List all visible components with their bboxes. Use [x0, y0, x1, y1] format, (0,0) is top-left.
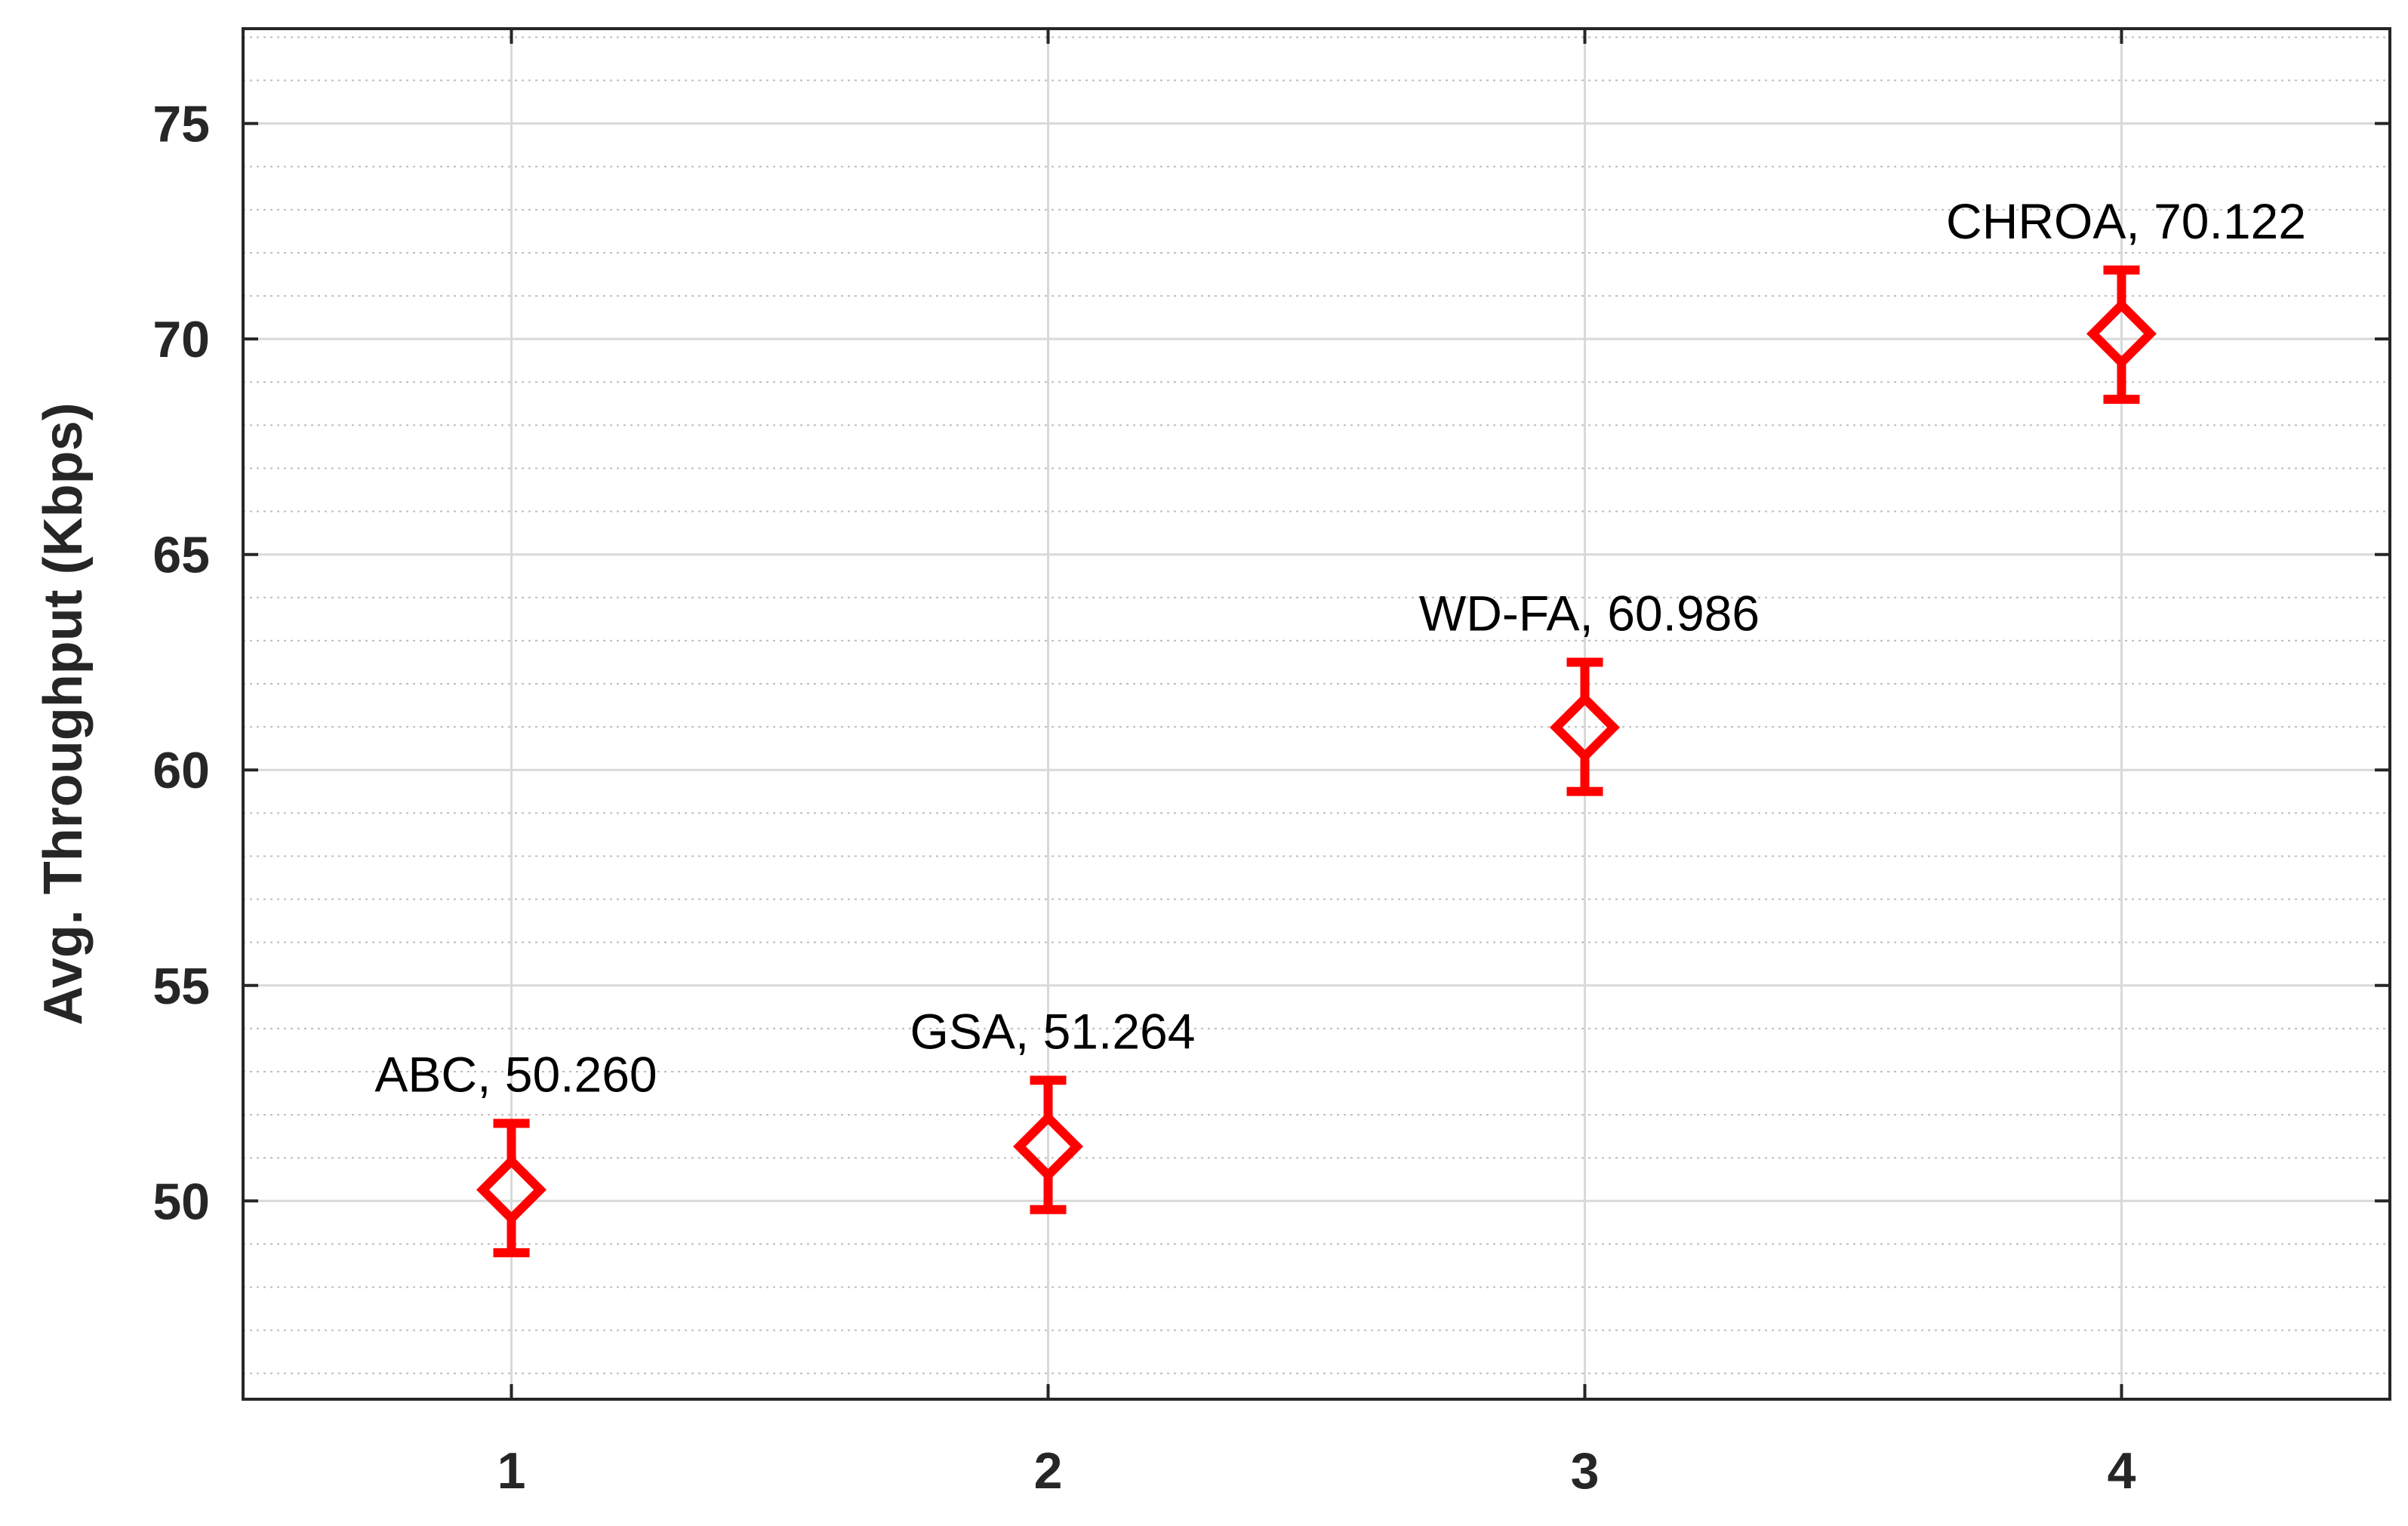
y-tick-label: 60 — [152, 742, 210, 799]
x-tick-label: 4 — [2108, 1442, 2136, 1500]
y-tick-label: 55 — [152, 958, 210, 1015]
y-tick-label: 65 — [152, 527, 210, 584]
y-tick-label: 50 — [152, 1173, 210, 1230]
x-tick-label: 3 — [1571, 1442, 1600, 1500]
x-ticks: 1 2 3 4 — [497, 29, 2136, 1500]
plot-background — [243, 29, 2390, 1399]
y-tick-label: 75 — [152, 96, 210, 153]
minor-grid — [243, 36, 2390, 1374]
diamond-marker — [1550, 692, 1620, 763]
x-tick-label: 1 — [497, 1442, 526, 1500]
y-ticks: 50 55 60 65 70 75 — [152, 96, 2390, 1230]
markers — [476, 298, 2157, 1225]
diamond-marker — [476, 1154, 547, 1225]
major-grid — [243, 29, 2390, 1399]
y-axis-title: Avg. Throughput (Kbps) — [33, 402, 94, 1025]
plot-frame — [242, 27, 2391, 1401]
diamond-marker — [2086, 298, 2157, 369]
data-label: GSA, 51.264 — [910, 1003, 1196, 1059]
data-labels: ABC, 50.260 GSA, 51.264 WD-FA, 60.986 CHROA… — [374, 193, 2306, 1103]
data-label: CHROA, 70.122 — [1946, 193, 2306, 249]
data-label: WD-FA, 60.986 — [1419, 585, 1760, 641]
x-tick-label: 2 — [1034, 1442, 1063, 1500]
diamond-marker — [1013, 1111, 1083, 1182]
y-tick-label: 70 — [152, 311, 210, 368]
data-label: ABC, 50.260 — [374, 1047, 657, 1103]
